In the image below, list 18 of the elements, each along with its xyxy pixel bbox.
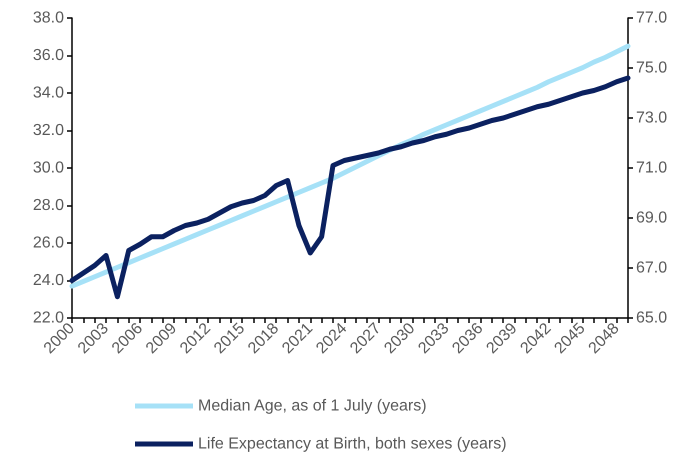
y-tick-label: 22.0 <box>32 310 64 326</box>
y2-tick-label: 77.0 <box>636 10 668 26</box>
y2-tick-label: 71.0 <box>636 160 668 176</box>
y-tick-label: 26.0 <box>32 234 64 252</box>
y-tick-label: 32.0 <box>32 122 64 139</box>
y-tick-label: 24.0 <box>32 272 64 289</box>
y2-tick-label: 67.0 <box>636 260 668 276</box>
y-tick-label: 28.0 <box>32 197 64 214</box>
y-tick-label: 36.0 <box>32 47 64 64</box>
y2-tick-label: 65.0 <box>636 310 668 326</box>
y2-tick-label: 75.0 <box>636 60 668 76</box>
legend-label: Median Age, as of 1 July (years) <box>198 398 427 414</box>
y2-tick-label: 69.0 <box>636 210 668 226</box>
y-tick-label: 30.0 <box>32 160 64 176</box>
legend-label: Life Expectancy at Birth, both sexes (years) <box>198 436 507 452</box>
y-tick-label: 34.0 <box>32 84 64 102</box>
y-tick-label: 38.0 <box>32 10 64 26</box>
y2-tick-label: 73.0 <box>636 110 668 126</box>
